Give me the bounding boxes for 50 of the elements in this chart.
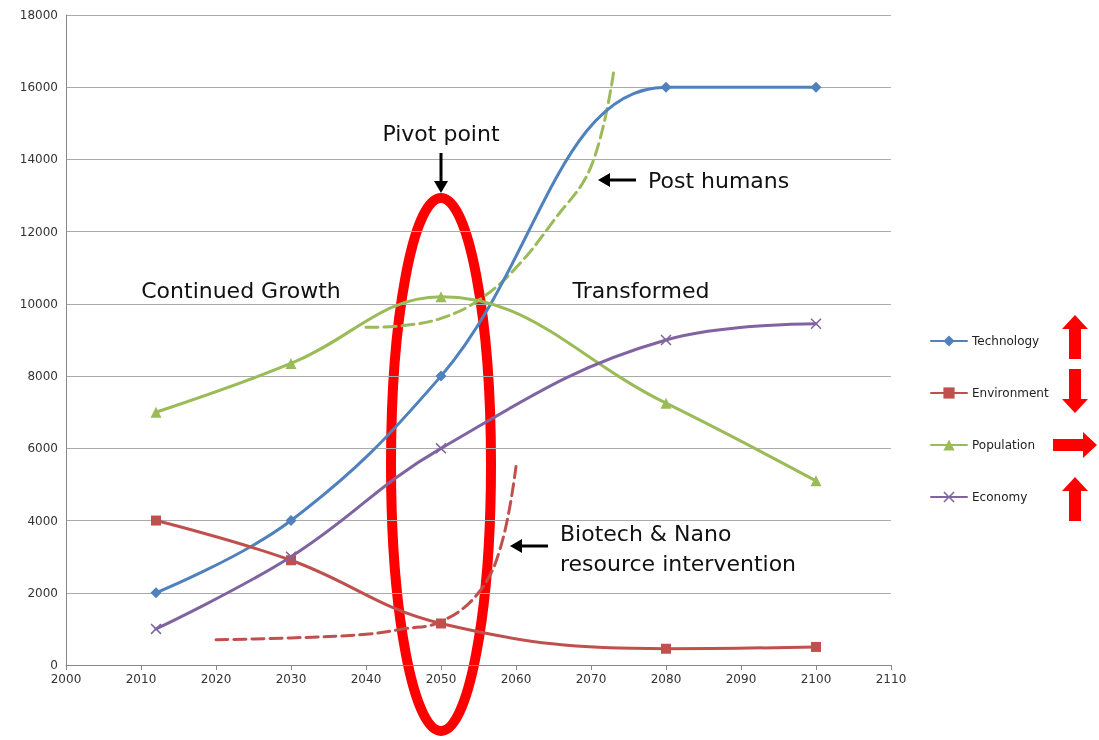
y-tick-label: 10000 bbox=[19, 296, 58, 311]
point bbox=[811, 641, 821, 652]
annotation: Transformed bbox=[571, 278, 710, 303]
point bbox=[810, 81, 822, 93]
point bbox=[435, 370, 447, 382]
x-tick-label: 2060 bbox=[500, 672, 532, 686]
point bbox=[285, 357, 297, 369]
y-tick-label: 14000 bbox=[19, 152, 58, 167]
y-tick-label: 18000 bbox=[19, 8, 58, 22]
y-tick-label: 4000 bbox=[27, 513, 58, 528]
x-tick-label: 2000 bbox=[50, 672, 82, 686]
point bbox=[435, 442, 447, 454]
annotation: Pivot point bbox=[382, 121, 500, 146]
legend-label: Technology bbox=[971, 334, 1040, 348]
x-tick-label: 2100 bbox=[800, 672, 832, 686]
legend-label: Population bbox=[972, 438, 1036, 452]
x-tick-label: 2020 bbox=[200, 672, 232, 686]
x-tick-label: 2040 bbox=[350, 672, 382, 686]
point bbox=[660, 397, 672, 409]
point bbox=[660, 334, 672, 346]
annotation: Continued Growth bbox=[141, 278, 341, 303]
point bbox=[435, 291, 447, 303]
point bbox=[151, 515, 161, 526]
x-tick-label: 2080 bbox=[650, 672, 682, 686]
y-tick-label: 16000 bbox=[19, 80, 58, 95]
point bbox=[150, 623, 162, 635]
point bbox=[660, 81, 672, 93]
y-tick-label: 8000 bbox=[27, 369, 58, 384]
point bbox=[150, 587, 162, 599]
x-tick-label: 2010 bbox=[125, 672, 157, 686]
point bbox=[150, 406, 162, 418]
point bbox=[436, 618, 446, 629]
y-tick-label: 2000 bbox=[27, 585, 58, 600]
legend-label: Environment bbox=[972, 386, 1049, 400]
point bbox=[285, 551, 297, 563]
y-tick-label: 6000 bbox=[27, 441, 58, 456]
x-tick-label: 2110 bbox=[875, 672, 907, 686]
point bbox=[661, 643, 671, 654]
legend-label: Economy bbox=[972, 490, 1028, 504]
point bbox=[285, 515, 297, 527]
y-tick-label: 0 bbox=[50, 658, 58, 672]
x-tick-label: 2070 bbox=[575, 672, 607, 686]
x-tick-label: 2050 bbox=[425, 672, 457, 686]
x-tick-label: 2030 bbox=[275, 672, 307, 686]
x-tick-label: 2090 bbox=[725, 672, 757, 686]
annotation: Post humans bbox=[648, 168, 790, 193]
y-tick-label: 12000 bbox=[19, 224, 58, 239]
point bbox=[810, 318, 822, 330]
annotation: Biotech & Nano resource intervention bbox=[560, 521, 797, 576]
point bbox=[810, 475, 822, 487]
